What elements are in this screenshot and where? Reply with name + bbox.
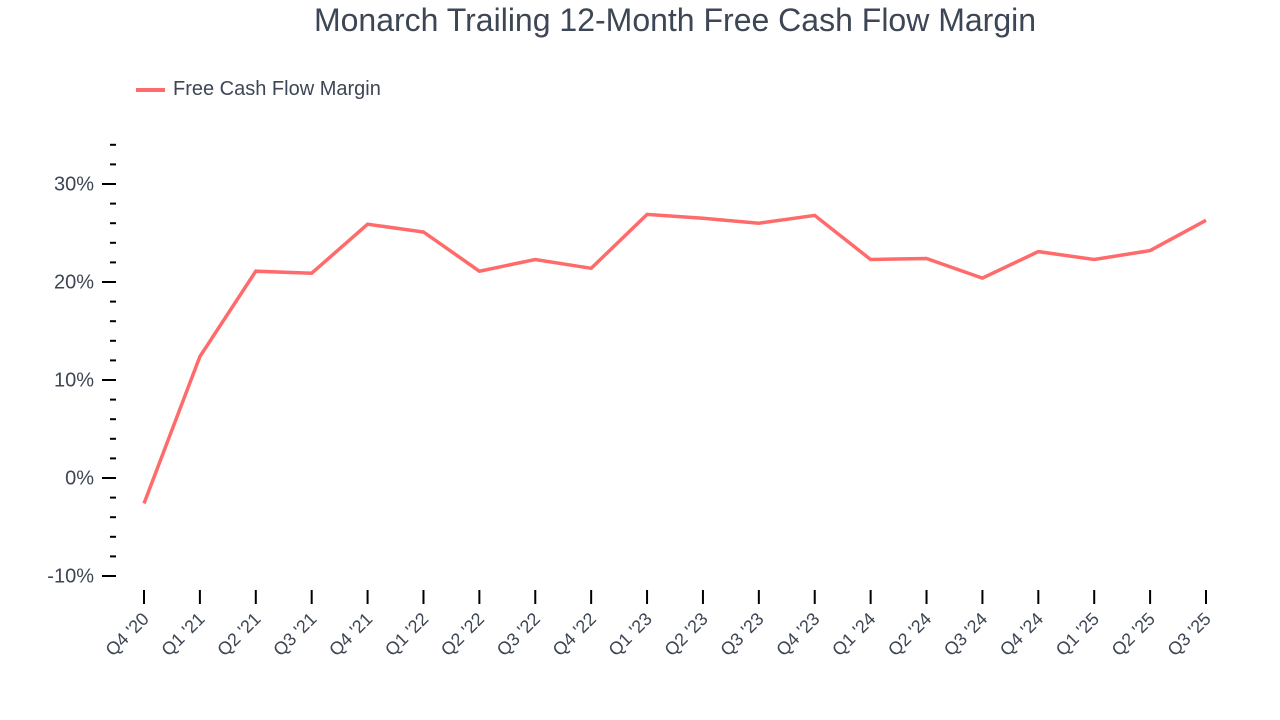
x-tick-label: Q3 '25 bbox=[1164, 609, 1215, 660]
legend-label: Free Cash Flow Margin bbox=[173, 78, 381, 100]
x-tick-label: Q3 '23 bbox=[716, 609, 767, 660]
series-free-cash-flow-margin bbox=[142, 212, 1207, 505]
x-tick-label: Q1 '22 bbox=[381, 609, 432, 660]
x-tick-label: Q3 '22 bbox=[493, 609, 544, 660]
x-tick-label: Q2 '21 bbox=[213, 609, 264, 660]
x-tick-label: Q1 '25 bbox=[1052, 609, 1103, 660]
x-axis: Q4 '20 Q1 '21 Q2 '21 Q3 '21 Q4 '21 Q1 '22 Q2 '… bbox=[102, 590, 1215, 660]
data-line bbox=[142, 212, 1207, 505]
x-tick-label: Q2 '24 bbox=[884, 609, 935, 660]
x-tick-label: Q3 '21 bbox=[269, 609, 320, 660]
x-tick-label: Q2 '22 bbox=[437, 609, 488, 660]
x-tick-label: Q4 '23 bbox=[772, 609, 823, 660]
x-tick-label: Q4 '24 bbox=[996, 609, 1047, 660]
y-tick-label: 0% bbox=[65, 467, 94, 489]
y-tick-label: 30% bbox=[54, 173, 94, 195]
legend-line-swatch-icon bbox=[136, 87, 165, 92]
x-tick-label: Q3 '24 bbox=[940, 609, 991, 660]
x-tick-label: Q2 '25 bbox=[1108, 609, 1159, 660]
x-tick-label: Q1 '23 bbox=[605, 609, 656, 660]
y-axis: -10% 0% 10% 20% 30% bbox=[47, 143, 116, 587]
chart-title: Monarch Trailing 12-Month Free Cash Flow… bbox=[313, 2, 1037, 38]
x-tick-label: Q4 '20 bbox=[102, 609, 153, 660]
y-tick-label: -10% bbox=[47, 565, 94, 587]
y-tick-label: 10% bbox=[54, 369, 94, 391]
x-tick-label: Q4 '21 bbox=[325, 609, 376, 660]
x-tick-label: Q4 '22 bbox=[549, 609, 600, 660]
x-tick-label: Q2 '23 bbox=[661, 609, 712, 660]
x-tick-label: Q1 '24 bbox=[828, 609, 879, 660]
y-tick-label: 20% bbox=[54, 271, 94, 293]
x-tick-label: Q1 '21 bbox=[157, 609, 208, 660]
legend: Free Cash Flow Margin bbox=[136, 78, 381, 101]
